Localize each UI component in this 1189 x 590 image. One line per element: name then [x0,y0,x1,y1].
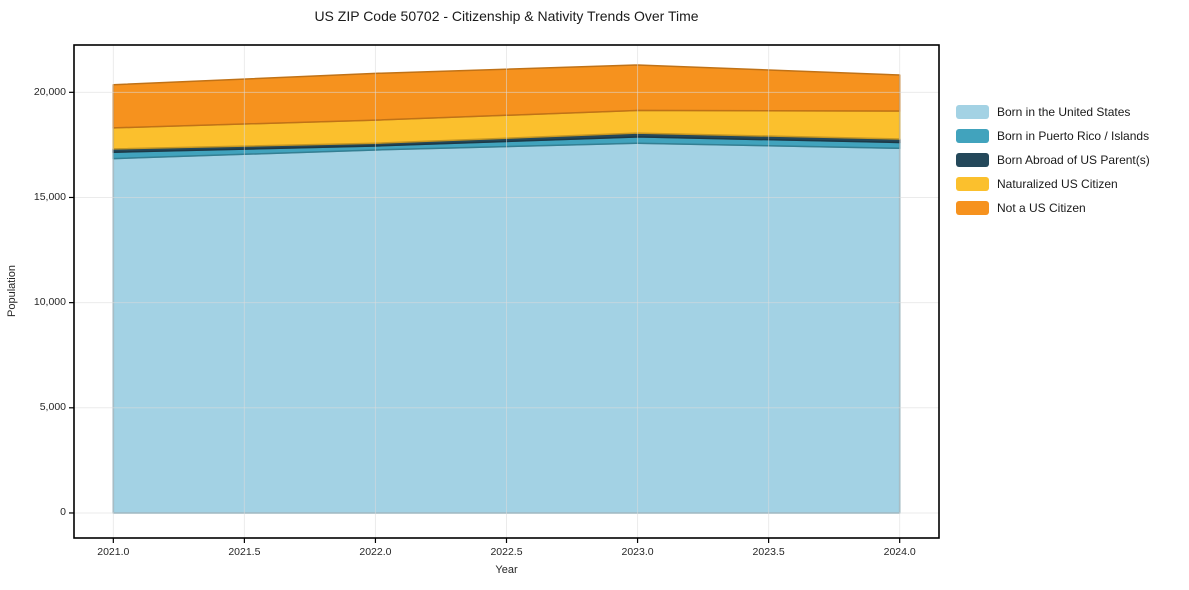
legend-label: Born in Puerto Rico / Islands [997,129,1150,143]
y-tick-label: 20,000 [33,85,66,98]
legend-label: Born Abroad of US Parent(s) [997,153,1150,167]
legend-swatch-icon [956,129,989,143]
legend-label: Naturalized US Citizen [997,177,1118,191]
x-tick-label: 2023.5 [752,546,785,558]
x-tick-label: 2021.0 [97,546,130,558]
x-tick-label: 2022.5 [490,546,523,558]
x-tick-label: 2023.0 [621,546,654,558]
chart-title: US ZIP Code 50702 - Citizenship & Nativi… [314,8,699,24]
legend-item: Naturalized US Citizen [956,177,1150,191]
x-axis-label: Year [495,564,518,576]
legend-item: Born Abroad of US Parent(s) [956,153,1150,167]
y-axis-label: Population [6,265,18,317]
legend-label: Born in the United States [997,105,1131,119]
legend-swatch-icon [956,177,989,191]
legend-swatch-icon [956,201,989,215]
x-tick-label: 2024.0 [883,546,916,558]
y-tick-label: 15,000 [33,190,66,203]
legend-swatch-icon [956,105,989,119]
legend-item: Not a US Citizen [956,201,1150,215]
x-tick-label: 2021.5 [228,546,261,558]
y-tick-label: 5,000 [39,401,66,414]
y-tick-label: 0 [60,506,66,519]
legend-item: Born in the United States [956,105,1150,119]
x-tick-label: 2022.0 [359,546,392,558]
y-tick-label: 10,000 [33,296,66,309]
legend: Born in the United States Born in Puerto … [956,105,1150,215]
legend-item: Born in Puerto Rico / Islands [956,129,1150,143]
legend-swatch-icon [956,153,989,167]
plot-border [73,44,940,539]
legend-label: Not a US Citizen [997,201,1086,215]
